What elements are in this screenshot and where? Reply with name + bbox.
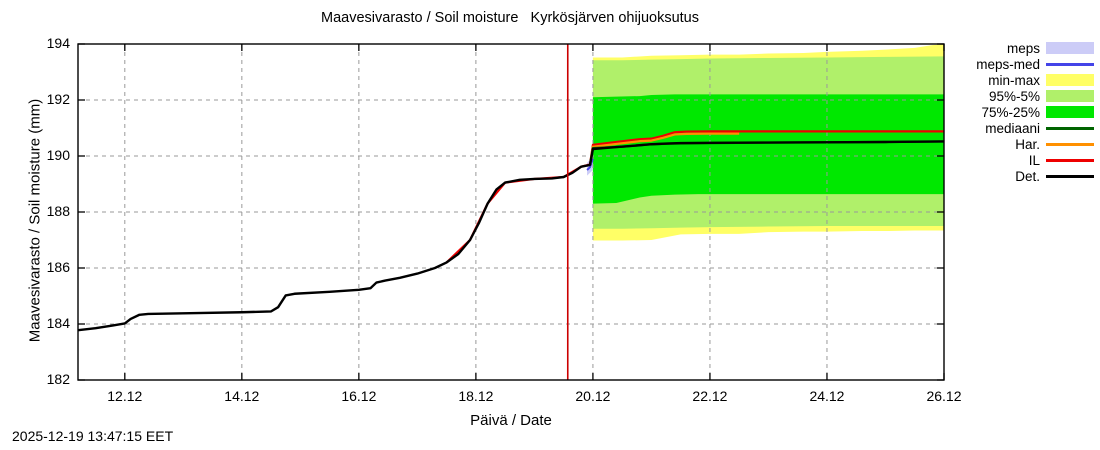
legend-swatch-meps-med <box>1046 58 1094 70</box>
x-tick-label: 26.12 <box>926 388 962 404</box>
y-tick-label: 184 <box>46 315 70 331</box>
series-line-det <box>78 140 944 332</box>
legend-swatch-har <box>1046 138 1094 150</box>
legend-label: mediaani <box>985 120 1040 136</box>
legend-label: min-max <box>988 72 1040 88</box>
x-tick-label: 12.12 <box>107 388 143 404</box>
x-tick-label: 16.12 <box>341 388 377 404</box>
legend-item: meps <box>962 40 1094 56</box>
legend: meps meps-med min-max 95%-5% 75%-25% mediaani… <box>962 40 1094 184</box>
y-tick-label: 186 <box>46 259 70 275</box>
legend-item: min-max <box>962 72 1094 88</box>
legend-line <box>1046 62 1094 66</box>
legend-item: Det. <box>962 168 1094 184</box>
legend-label: meps <box>1006 40 1040 56</box>
legend-line <box>1046 126 1094 130</box>
y-tick-label: 188 <box>46 203 70 219</box>
legend-swatch-det <box>1046 170 1094 182</box>
legend-item: 95%-5% <box>962 88 1094 104</box>
series-group <box>78 44 944 380</box>
legend-swatch-mediaani <box>1046 122 1094 134</box>
series-line-har <box>588 132 740 166</box>
timestamp: 2025-12-19 13:47:15 EET <box>12 428 174 444</box>
series-line-meps-med <box>586 158 594 171</box>
legend-line <box>1046 158 1094 162</box>
legend-label: IL <box>1028 152 1040 168</box>
axis-group <box>77 43 945 381</box>
legend-swatch-meps <box>1046 42 1094 54</box>
legend-item: mediaani <box>962 120 1094 136</box>
legend-item: meps-med <box>962 56 1094 72</box>
x-tick-label: 22.12 <box>692 388 728 404</box>
y-tick-label: 182 <box>46 371 70 387</box>
legend-swatch-95-5 <box>1046 90 1094 102</box>
x-tick-label: 20.12 <box>575 388 611 404</box>
legend-swatch-il <box>1046 154 1094 166</box>
legend-item: Har. <box>962 136 1094 152</box>
legend-swatch-min-max <box>1046 74 1094 86</box>
legend-item: IL <box>962 152 1094 168</box>
legend-label: 95%-5% <box>988 88 1040 104</box>
legend-line <box>1046 142 1094 146</box>
y-tick-label: 192 <box>46 91 70 107</box>
legend-line <box>1046 174 1094 178</box>
chart-title: Maavesivarasto / Soil moisture Kyrkösjär… <box>321 10 699 26</box>
x-tick-label: 18.12 <box>458 388 494 404</box>
x-tick-label: 14.12 <box>224 388 260 404</box>
legend-item: 75%-25% <box>962 104 1094 120</box>
x-axis-label: Päivä / Date <box>470 412 552 429</box>
band-75-25 <box>592 94 944 204</box>
legend-label: 75%-25% <box>981 104 1040 120</box>
y-tick-label: 190 <box>46 147 70 163</box>
y-tick-label: 194 <box>46 35 70 51</box>
legend-swatch-75-25 <box>1046 106 1094 118</box>
x-tick-label: 24.12 <box>809 388 845 404</box>
legend-label: Det. <box>1015 168 1040 184</box>
legend-label: Har. <box>1015 136 1040 152</box>
legend-label: meps-med <box>976 56 1040 72</box>
